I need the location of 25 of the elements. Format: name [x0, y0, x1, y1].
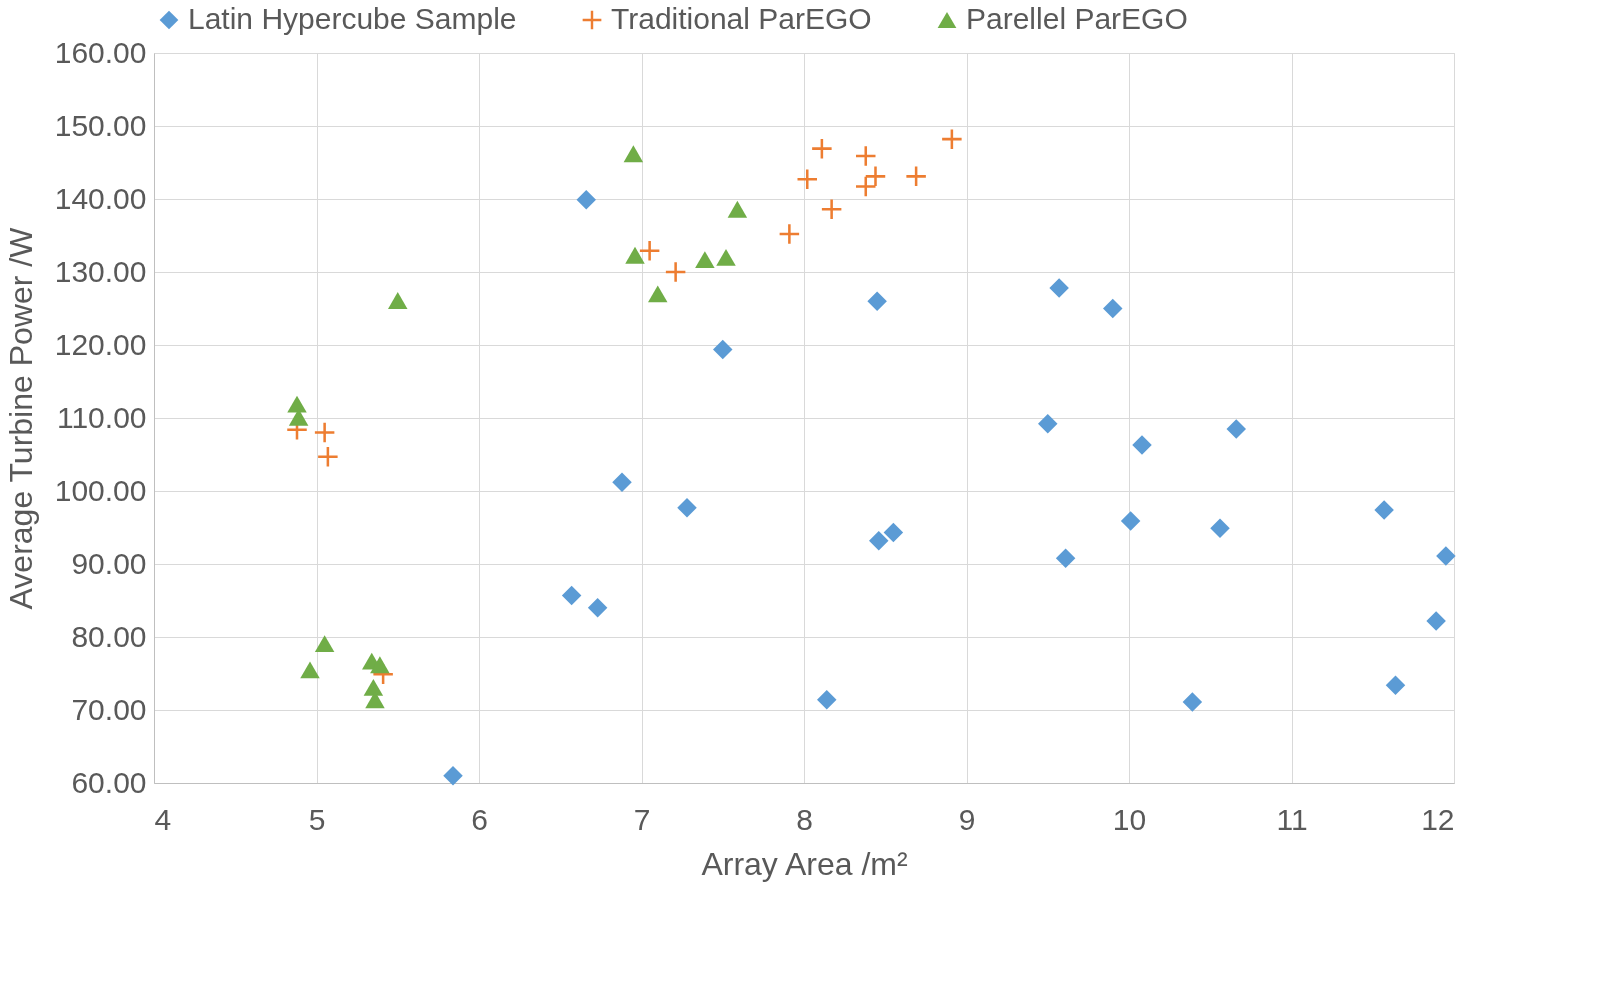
y-tick-label: 60.00: [71, 765, 147, 799]
y-tick-label: 90.00: [71, 546, 147, 580]
y-tick-label: 120.00: [54, 327, 147, 361]
x-axis-title: Array Area /m²: [701, 845, 908, 882]
y-tick-label: 160.00: [54, 35, 147, 69]
legend-label: Traditional ParEGO: [611, 2, 872, 35]
x-tick-label: 5: [308, 802, 326, 836]
x-tick-label: 11: [1276, 802, 1308, 836]
y-tick-label: 100.00: [54, 473, 147, 507]
legend-label: Latin Hypercube Sample: [188, 2, 517, 35]
y-tick-label: 110.00: [56, 400, 147, 434]
x-tick-label: 7: [633, 802, 651, 836]
y-tick-label: 80.00: [71, 619, 147, 653]
legend-label: Parellel ParEGO: [966, 2, 1188, 35]
y-axis-title: Average Turbine Power /W: [2, 226, 39, 610]
x-tick-label: 12: [1421, 802, 1455, 836]
x-tick-label: 9: [958, 802, 976, 836]
y-tick-label: 150.00: [54, 108, 147, 142]
y-tick-label: 130.00: [54, 254, 147, 288]
x-tick-label: 6: [471, 802, 488, 836]
y-tick-label: 70.00: [71, 692, 147, 726]
x-tick-label: 8: [796, 802, 813, 836]
x-tick-label: 10: [1112, 802, 1147, 836]
y-tick-label: 140.00: [54, 181, 147, 215]
x-tick-label: 4: [154, 802, 172, 836]
